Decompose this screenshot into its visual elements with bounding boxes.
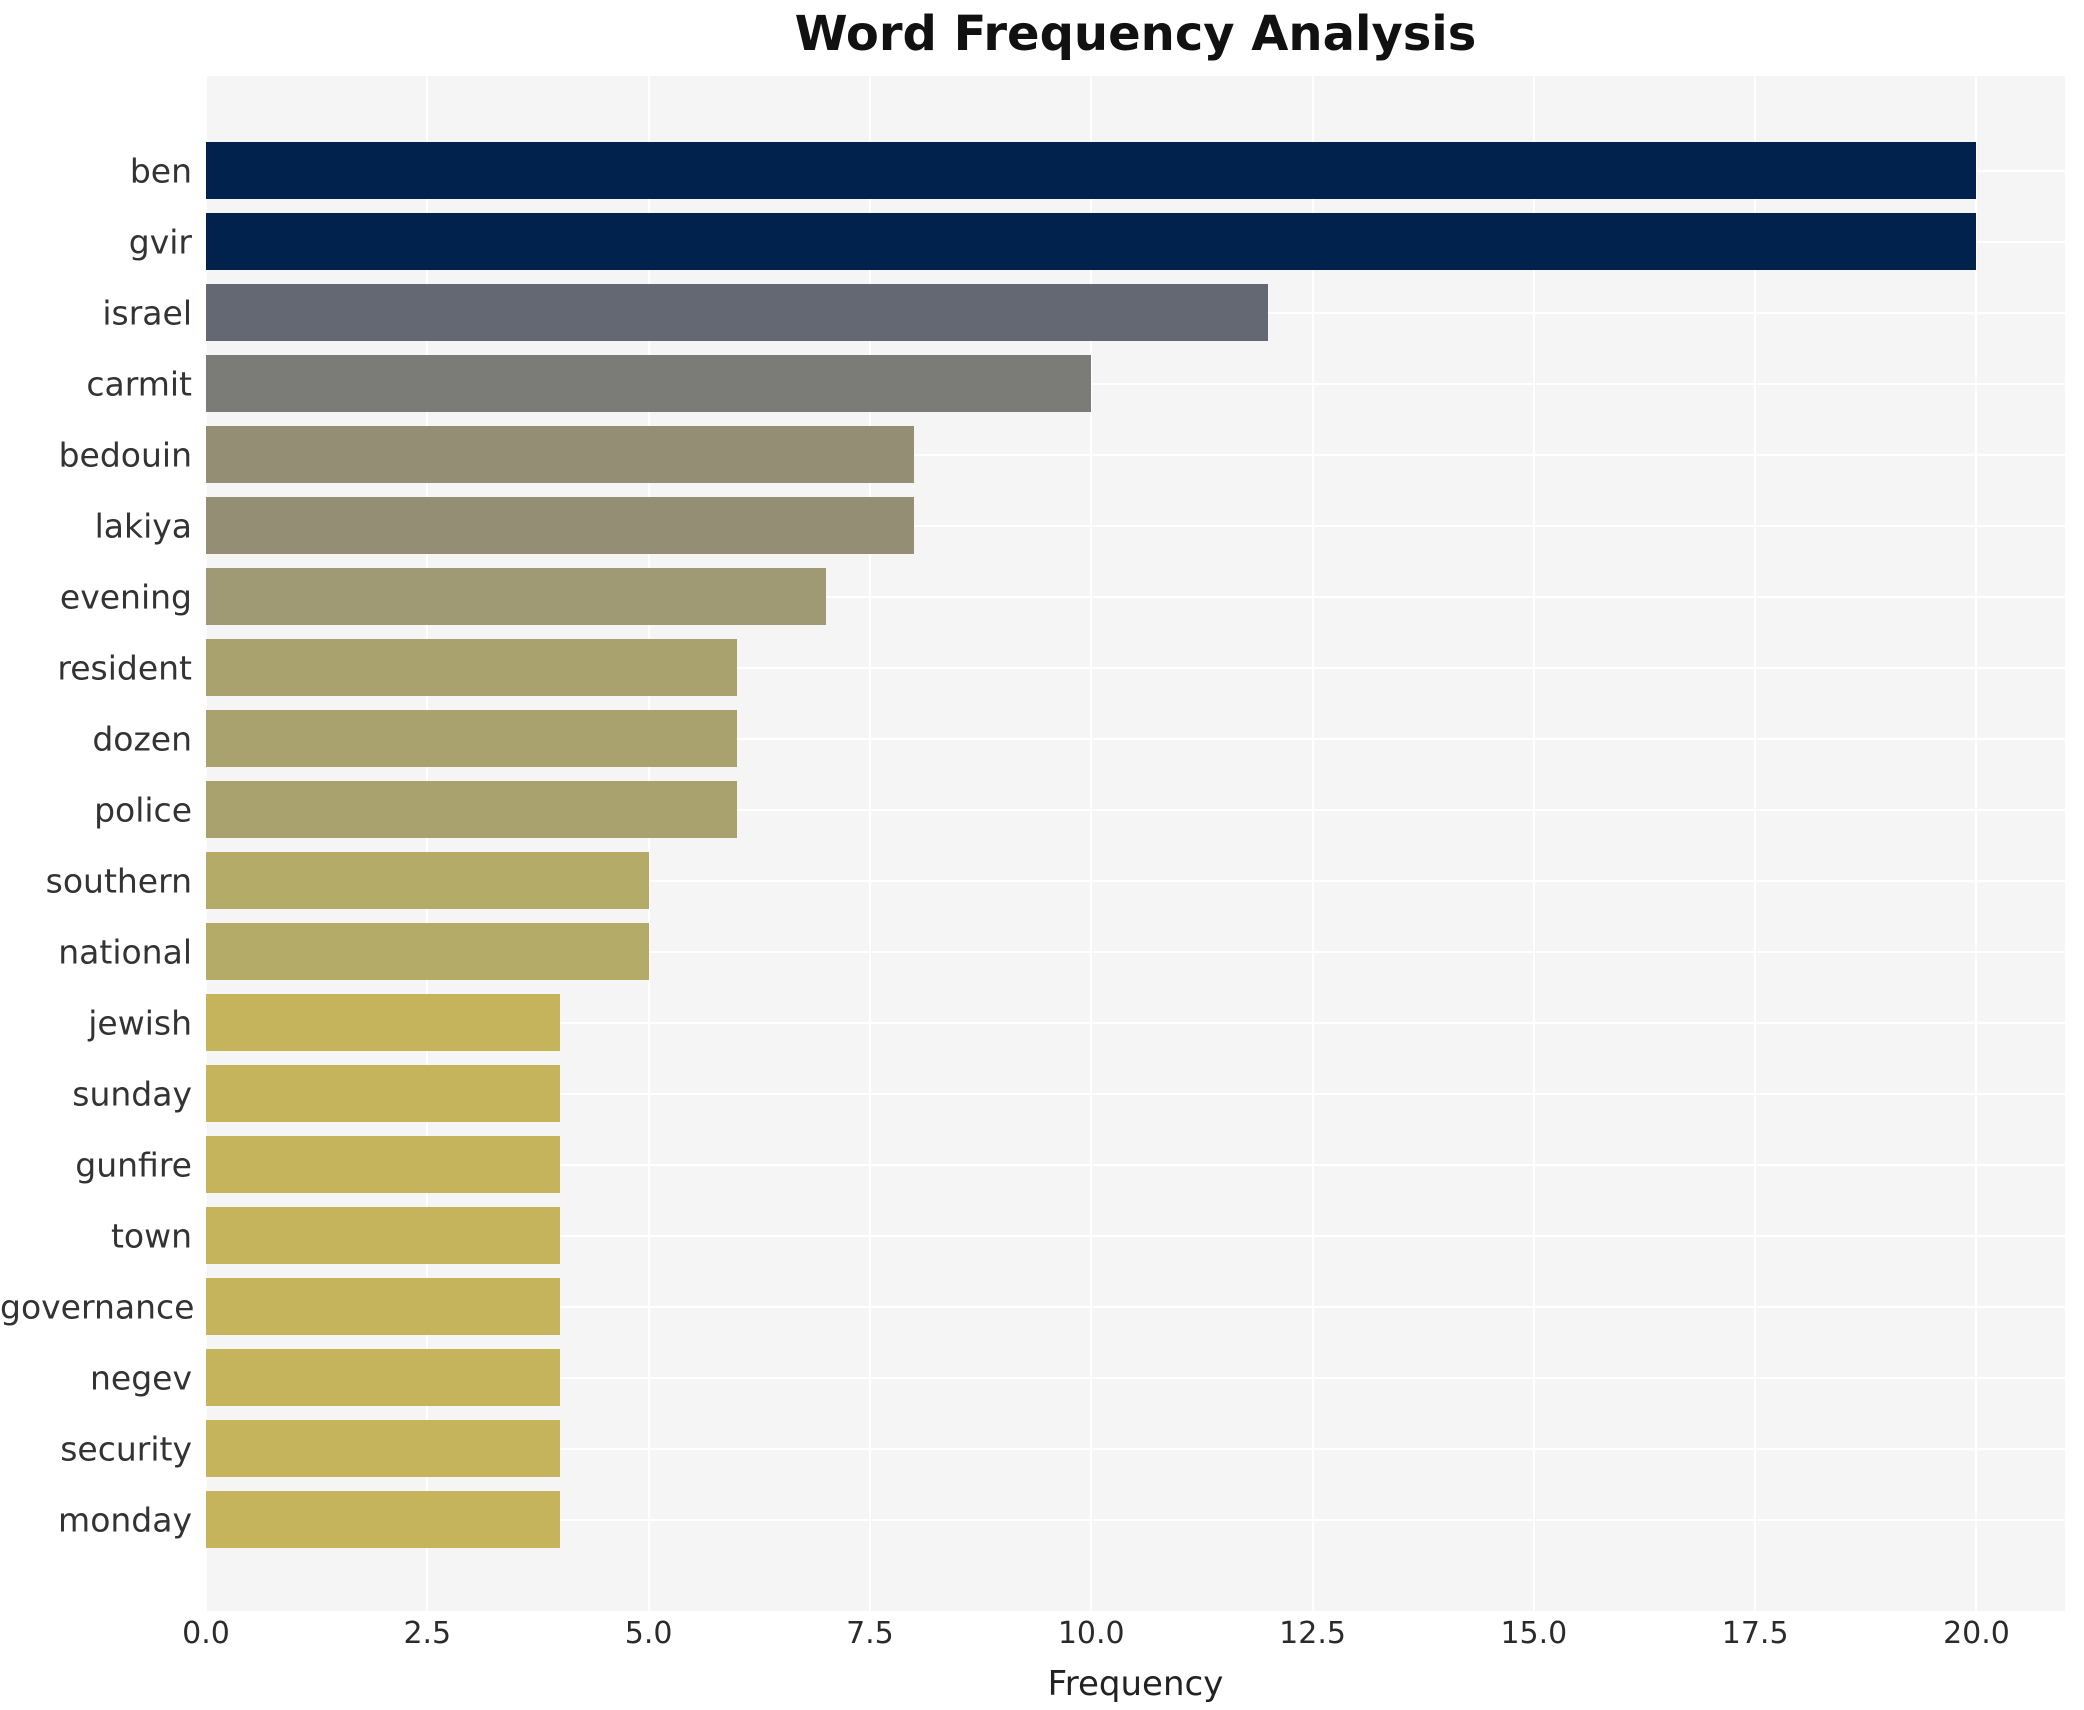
gridline-horizontal — [206, 950, 2065, 953]
gridline-horizontal — [206, 879, 2065, 882]
gridline-vertical — [647, 76, 650, 1611]
gridline-horizontal — [206, 1234, 2065, 1237]
bar-sunday — [206, 1065, 561, 1122]
bar-national — [206, 923, 649, 980]
y-label-dozen: dozen — [92, 719, 192, 758]
gridline-vertical — [1754, 76, 1757, 1611]
y-label-bedouin: bedouin — [58, 435, 192, 474]
gridline-horizontal — [206, 595, 2065, 598]
bar-israel — [206, 284, 1269, 341]
bar-southern — [206, 852, 649, 909]
y-label-ben: ben — [129, 151, 192, 190]
x-tick-label: 17.5 — [1721, 1616, 1789, 1651]
gridline-horizontal — [206, 1021, 2065, 1024]
gridline-vertical — [1532, 76, 1535, 1611]
x-tick-label: 2.5 — [403, 1616, 452, 1651]
gridline-horizontal — [206, 1447, 2065, 1450]
x-tick-label: 15.0 — [1500, 1616, 1568, 1651]
gridline-vertical — [868, 76, 871, 1611]
x-tick-label: 20.0 — [1943, 1616, 2010, 1651]
gridline-horizontal — [206, 1092, 2065, 1095]
y-label-national: national — [58, 932, 192, 971]
bar-gunfire — [206, 1136, 561, 1193]
bar-ben — [206, 142, 1977, 199]
x-tick-label: 10.0 — [1057, 1616, 1125, 1651]
y-label-monday: monday — [58, 1500, 192, 1539]
bar-police — [206, 781, 738, 838]
gridline-horizontal — [206, 382, 2065, 385]
bar-governance — [206, 1278, 561, 1335]
y-label-negev: negev — [90, 1358, 192, 1397]
x-tick-label: 0.0 — [182, 1616, 230, 1651]
bar-carmit — [206, 355, 1092, 412]
gridline-vertical — [1311, 76, 1314, 1611]
y-label-gunfire: gunfire — [75, 1145, 192, 1184]
bar-gvir — [206, 213, 1977, 270]
gridline-horizontal — [206, 524, 2065, 527]
y-label-sunday: sunday — [72, 1074, 192, 1113]
y-label-resident: resident — [57, 648, 192, 687]
bar-dozen — [206, 710, 738, 767]
gridline-horizontal — [206, 1163, 2065, 1166]
bar-town — [206, 1207, 561, 1264]
gridline-horizontal — [206, 1305, 2065, 1308]
bar-jewish — [206, 994, 561, 1051]
gridline-horizontal — [206, 666, 2065, 669]
y-label-israel: israel — [102, 293, 192, 332]
y-label-jewish: jewish — [88, 1003, 192, 1042]
y-label-evening: evening — [59, 577, 192, 616]
gridline-horizontal — [206, 737, 2065, 740]
gridline-horizontal — [206, 1376, 2065, 1379]
x-tick-label: 7.5 — [846, 1616, 894, 1651]
y-label-governance: governance — [0, 1287, 195, 1326]
bar-lakiya — [206, 497, 915, 554]
plot-area — [205, 76, 2065, 1611]
gridline-horizontal — [206, 453, 2065, 456]
y-label-lakiya: lakiya — [94, 506, 192, 545]
gridline-vertical — [426, 76, 429, 1611]
bar-monday — [206, 1491, 561, 1548]
y-label-southern: southern — [45, 861, 192, 900]
bar-bedouin — [206, 426, 915, 483]
bar-resident — [206, 639, 738, 696]
bar-security — [206, 1420, 561, 1477]
gridline-vertical — [1975, 76, 1978, 1611]
x-tick-label: 5.0 — [624, 1616, 673, 1651]
y-label-gvir: gvir — [128, 222, 192, 261]
y-label-police: police — [94, 790, 192, 829]
y-label-carmit: carmit — [86, 364, 192, 403]
x-tick-label: 12.5 — [1279, 1616, 1346, 1651]
chart-title: Word Frequency Analysis — [794, 6, 1477, 62]
bar-negev — [206, 1349, 561, 1406]
y-label-town: town — [110, 1216, 192, 1255]
y-label-security: security — [60, 1429, 192, 1468]
gridline-horizontal — [206, 1518, 2065, 1521]
gridline-horizontal — [206, 808, 2065, 811]
gridline-vertical — [205, 76, 207, 1611]
x-axis-title: Frequency — [1047, 1664, 1224, 1704]
bar-evening — [206, 568, 826, 625]
gridline-vertical — [1090, 76, 1093, 1611]
